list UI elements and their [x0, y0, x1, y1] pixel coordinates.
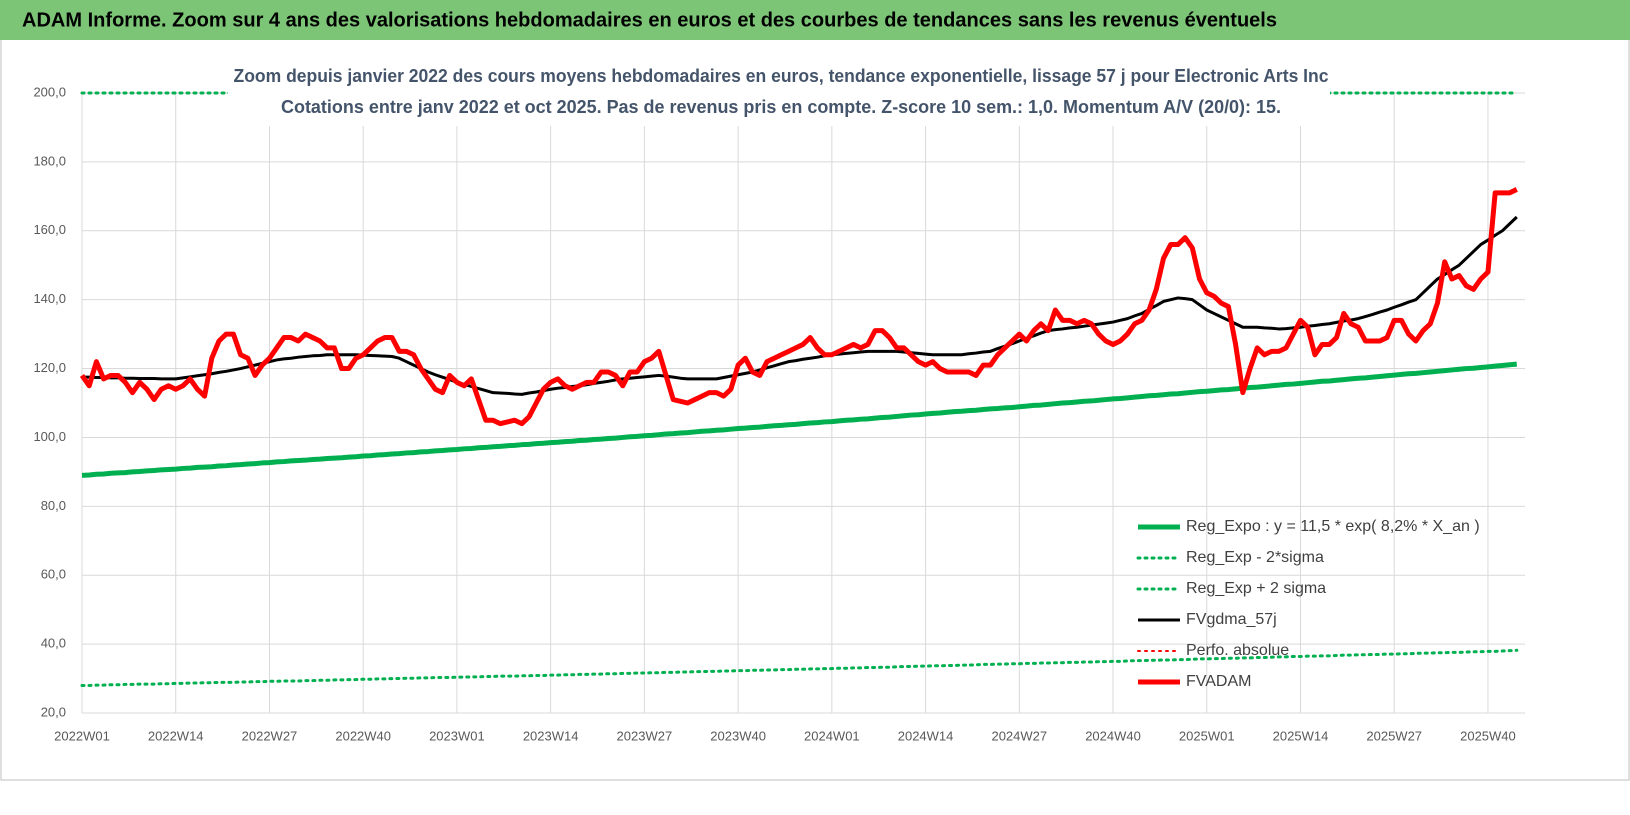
- x-tick-label: 2022W14: [148, 728, 204, 743]
- legend-label: FVgdma_57j: [1186, 611, 1277, 628]
- series-line: [82, 215, 1518, 396]
- legend: Reg_Expo : y = 11,5 * exp( 8,2% * X_an )…: [1136, 518, 1480, 690]
- y-tick-label: 160,0: [33, 222, 66, 237]
- y-tick-label: 180,0: [33, 153, 66, 168]
- y-tick-label: 40,0: [41, 636, 66, 651]
- y-tick-label: 60,0: [41, 567, 66, 582]
- y-tick-label: 200,0: [33, 84, 66, 99]
- subtitle: Zoom depuis janvier 2022 des cours moyen…: [234, 66, 1329, 86]
- legend-label: Reg_Exp - 2*sigma: [1186, 549, 1324, 566]
- x-tick-label: 2022W01: [54, 728, 110, 743]
- header-title: ADAM Informe. Zoom sur 4 ans des valoris…: [22, 9, 1277, 31]
- grid: 20,0 40,0 60,0 80,0 100,0 120,0 140,0 160,0 180,…: [33, 84, 1525, 743]
- x-tick-label: 2023W14: [523, 728, 579, 743]
- x-tick-label: 2022W27: [242, 728, 298, 743]
- subtitle: Cotations entre janv 2022 et oct 2025. P…: [281, 97, 1281, 117]
- header-bar: [0, 0, 1630, 40]
- series-line: [79, 187, 1518, 427]
- x-tick-label: 2024W27: [991, 728, 1047, 743]
- subtitle-box: [228, 60, 1330, 126]
- y-tick-label: 120,0: [33, 360, 66, 375]
- series-line: [81, 361, 1518, 478]
- y-tick-label: 80,0: [41, 498, 66, 513]
- x-tick-label: 2025W01: [1179, 728, 1235, 743]
- x-tick-label: 2023W40: [710, 728, 766, 743]
- y-tick-label: 20,0: [41, 704, 66, 719]
- x-tick-label: 2023W27: [617, 728, 673, 743]
- y-tick-label: 140,0: [33, 291, 66, 306]
- x-tick-label: 2024W01: [804, 728, 860, 743]
- x-tick-label: 2023W01: [429, 728, 485, 743]
- y-tick-label: 100,0: [33, 429, 66, 444]
- x-tick-label: 2024W40: [1085, 728, 1141, 743]
- x-tick-label: 2025W14: [1273, 728, 1329, 743]
- legend-label: Perfo. absolue: [1186, 642, 1289, 659]
- legend-label: FVADAM: [1186, 673, 1251, 690]
- x-tick-label: 2025W27: [1366, 728, 1422, 743]
- x-tick-label: 2024W14: [898, 728, 954, 743]
- series-line: [80, 648, 1519, 687]
- x-tick-label: 2022W40: [335, 728, 391, 743]
- x-tick-label: 2025W40: [1460, 728, 1516, 743]
- legend-label: Reg_Exp + 2 sigma: [1186, 580, 1326, 597]
- legend-label: Reg_Expo : y = 11,5 * exp( 8,2% * X_an ): [1186, 518, 1480, 535]
